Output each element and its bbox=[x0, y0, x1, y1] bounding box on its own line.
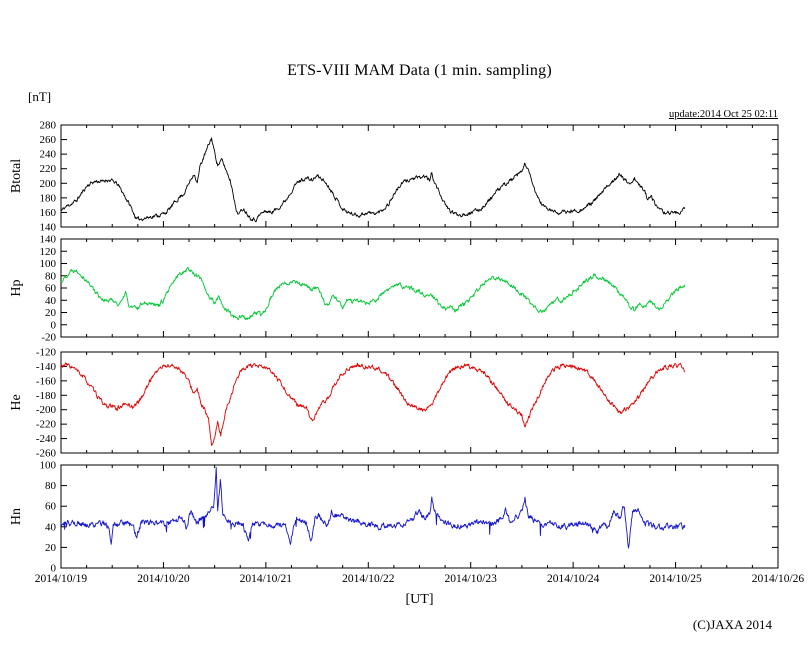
y-tick-label: -120 bbox=[36, 347, 57, 359]
y-tick-label: 60 bbox=[45, 283, 57, 295]
hp-series-line bbox=[60, 266, 686, 321]
axis-title-hp: Hp bbox=[9, 279, 24, 296]
axis-title-he: He bbox=[9, 394, 24, 410]
btotal-series-line bbox=[60, 137, 686, 223]
panel-border bbox=[60, 464, 779, 569]
x-tick-label: 2014/10/23 bbox=[445, 573, 498, 585]
y-tick-label: 20 bbox=[45, 542, 57, 554]
y-unit-label: [nT] bbox=[28, 89, 52, 104]
panel-he: -260 -240 -220 -200 -180 -160 -140 -120 He bbox=[9, 347, 779, 460]
y-tick-label: 120 bbox=[40, 246, 57, 258]
y-tick-label: 280 bbox=[40, 120, 57, 132]
x-tick-label: 2014/10/22 bbox=[342, 573, 395, 585]
chart-title: ETS-VIII MAM Data (1 min. sampling) bbox=[287, 62, 552, 79]
y-tick-label: -20 bbox=[41, 332, 56, 344]
y-tick-label: 40 bbox=[45, 295, 57, 307]
y-tick-label: 0 bbox=[51, 563, 57, 575]
y-tick-label: 180 bbox=[40, 192, 57, 204]
y-tick-label: -220 bbox=[36, 419, 57, 431]
y-tick-label: -140 bbox=[36, 361, 57, 373]
y-tick-label: 0 bbox=[51, 319, 57, 331]
y-tick-label: -180 bbox=[36, 390, 57, 402]
axis-title-btotal: Btotal bbox=[9, 159, 24, 193]
axis-title-hn: Hn bbox=[9, 508, 24, 525]
y-tick-label: 260 bbox=[40, 134, 57, 146]
y-tick-label: 80 bbox=[45, 480, 57, 492]
x-tick-label: 2014/10/20 bbox=[137, 573, 190, 585]
y-tick-label: 60 bbox=[45, 501, 57, 513]
update-timestamp: update:2014 Oct 25 02:11 bbox=[669, 109, 778, 120]
x-tick-label: 2014/10/25 bbox=[649, 573, 702, 585]
credit-label: (C)JAXA 2014 bbox=[692, 617, 772, 632]
hn-series-line bbox=[60, 466, 686, 549]
y-tick-label: 220 bbox=[40, 163, 57, 175]
y-tick-label: -200 bbox=[36, 404, 57, 416]
y-tick-label: -240 bbox=[36, 433, 57, 445]
panel-hn: 0 20 40 60 80 100 Hn bbox=[9, 460, 779, 575]
x-axis-labels: 2014/10/19 2014/10/20 2014/10/21 2014/10/22… bbox=[35, 573, 805, 585]
y-tick-label: 100 bbox=[40, 460, 57, 472]
x-axis-title: [UT] bbox=[405, 592, 434, 607]
y-tick-label: -260 bbox=[36, 448, 57, 460]
x-tick-label: 2014/10/19 bbox=[35, 573, 88, 585]
x-tick-label: 2014/10/24 bbox=[547, 573, 600, 585]
x-tick-label: 2014/10/21 bbox=[240, 573, 293, 585]
y-tick-label: 140 bbox=[40, 222, 57, 234]
panel-btotal: 140 160 180 200 220 240 260 280 Btotal bbox=[9, 120, 779, 234]
x-tick-label: 2014/10/26 bbox=[752, 573, 805, 585]
y-tick-label: 40 bbox=[45, 521, 57, 533]
y-tick-label: 140 bbox=[40, 234, 57, 246]
y-tick-label: 100 bbox=[40, 258, 57, 270]
y-tick-label: -160 bbox=[36, 375, 57, 387]
panel-border bbox=[60, 238, 779, 338]
y-tick-label: 80 bbox=[45, 270, 57, 282]
y-tick-label: 200 bbox=[40, 178, 57, 190]
y-tick-label: 160 bbox=[40, 207, 57, 219]
y-tick-label: 20 bbox=[45, 307, 57, 319]
y-tick-label: 240 bbox=[40, 149, 57, 161]
he-series-line bbox=[60, 362, 686, 446]
